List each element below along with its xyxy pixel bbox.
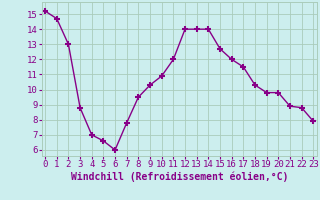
X-axis label: Windchill (Refroidissement éolien,°C): Windchill (Refroidissement éolien,°C) <box>70 172 288 182</box>
